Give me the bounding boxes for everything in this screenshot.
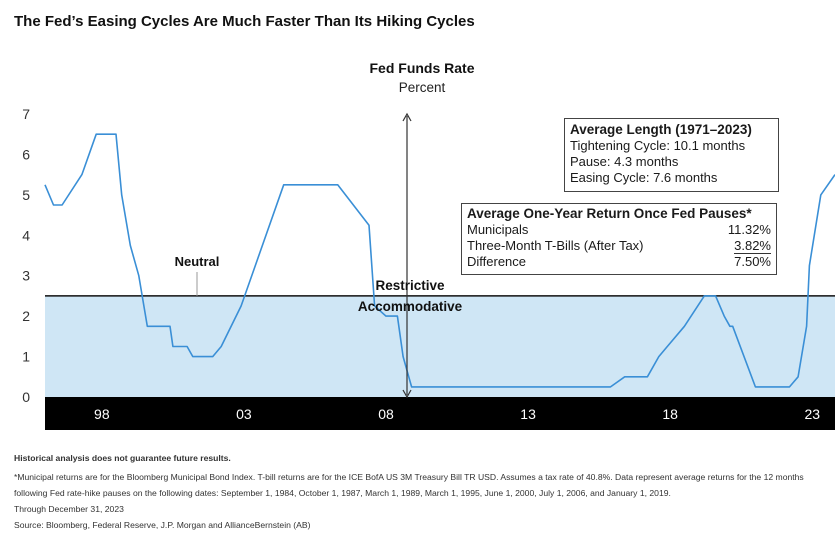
chart-title: The Fed’s Easing Cycles Are Much Faster … <box>14 13 475 30</box>
return-label: Municipals <box>467 222 529 237</box>
return-row-tbills: Three-Month T-Bills (After Tax) 3.82% <box>467 238 771 254</box>
return-value: 3.82% <box>734 238 771 254</box>
return-label: Three-Month T-Bills (After Tax) <box>467 238 644 253</box>
return-value-cell: 3.82% <box>711 238 771 254</box>
source-text: Source: Bloomberg, Federal Reserve, J.P.… <box>14 520 311 530</box>
return-row-municipals: Municipals 11.32% <box>467 222 771 238</box>
y-tick-label: 1 <box>22 349 30 365</box>
average-return-box: Average One-Year Return Once Fed Pauses*… <box>461 203 777 275</box>
easing-cycle-text: Easing Cycle: 7.6 months <box>570 170 718 185</box>
x-tick-label: 08 <box>378 406 394 422</box>
x-axis-band <box>45 397 835 430</box>
accommodative-label: Accommodative <box>358 299 463 314</box>
x-tick-label: 23 <box>804 406 820 422</box>
chart-heading: Fed Funds Rate <box>369 60 474 76</box>
x-tick-label: 18 <box>662 406 678 422</box>
range-arrow-up-head <box>402 112 412 122</box>
y-tick-label: 2 <box>22 308 30 324</box>
tightening-cycle-text: Tightening Cycle: 10.1 months <box>570 138 746 153</box>
y-tick-label: 3 <box>22 268 30 284</box>
pause-text: Pause: 4.3 months <box>570 154 679 169</box>
average-length-box: Average Length (1971–2023) Tightening Cy… <box>564 118 779 192</box>
return-label: Difference <box>467 254 527 269</box>
return-value: 11.32% <box>727 222 771 237</box>
chart-units: Percent <box>399 80 446 95</box>
y-tick-label: 0 <box>22 389 30 405</box>
footnote-line-2: following Fed rate-hike pauses on the fo… <box>14 488 671 498</box>
y-tick-label: 4 <box>22 227 30 243</box>
average-length-heading: Average Length (1971–2023) <box>570 122 752 137</box>
fed-funds-rate-line <box>44 133 835 388</box>
footnote-line-1: *Municipal returns are for the Bloomberg… <box>14 472 804 482</box>
range-arrow-down-head <box>402 389 412 399</box>
x-tick-label: 98 <box>94 406 110 422</box>
disclaimer-text: Historical analysis does not guarantee f… <box>14 453 231 463</box>
average-return-heading: Average One-Year Return Once Fed Pauses* <box>467 206 752 221</box>
return-row-difference: Difference 7.50% <box>467 254 771 270</box>
return-value: 7.50% <box>734 254 771 269</box>
restrictive-label: Restrictive <box>375 278 445 293</box>
through-date-text: Through December 31, 2023 <box>14 504 124 514</box>
x-tick-label: 13 <box>520 406 536 422</box>
y-tick-label: 6 <box>22 146 30 162</box>
chart-axes: 0 1 2 3 4 5 6 7 <box>22 106 30 405</box>
x-tick-label: 03 <box>236 406 252 422</box>
neutral-label: Neutral <box>175 254 220 269</box>
y-tick-label: 7 <box>22 106 30 122</box>
y-tick-label: 5 <box>22 187 30 203</box>
